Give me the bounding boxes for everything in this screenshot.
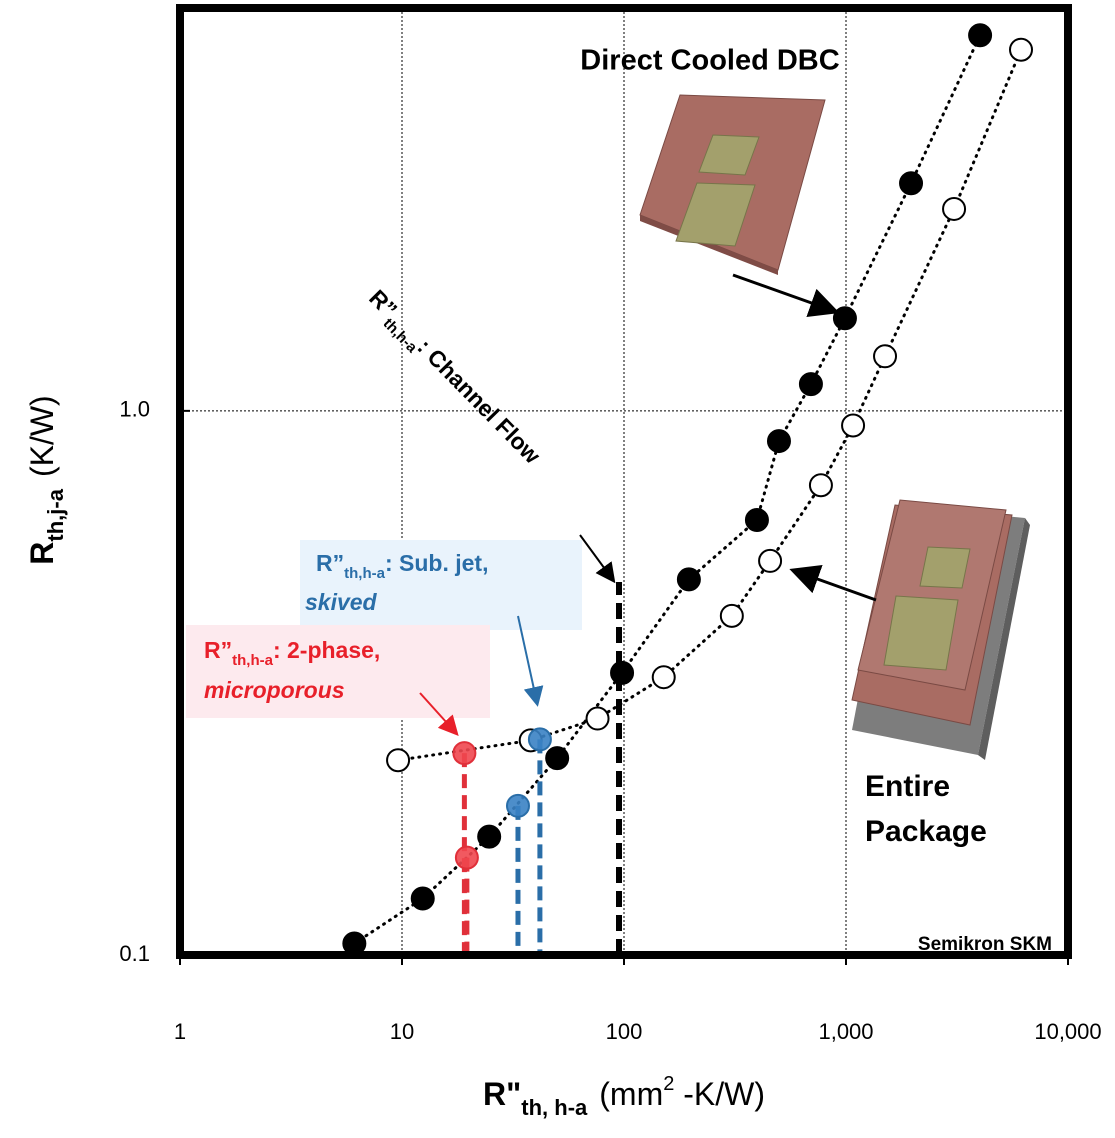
x-tick-label: 1,000 bbox=[818, 1019, 873, 1044]
point bbox=[1010, 39, 1032, 61]
twophase-text: : 2-phase, bbox=[273, 637, 380, 663]
subjet-sub: th,h-a bbox=[344, 565, 385, 582]
point bbox=[456, 847, 478, 869]
point bbox=[969, 24, 991, 46]
point bbox=[678, 568, 700, 590]
source-label: Semikron SKM bbox=[918, 934, 1052, 955]
twophase-sub: th,h-a bbox=[232, 652, 273, 669]
point bbox=[478, 826, 500, 848]
arrow bbox=[795, 571, 876, 600]
y-axis-label: Rth,j-a (K/W) bbox=[24, 395, 67, 564]
x-tick-label: 1 bbox=[174, 1019, 186, 1044]
x-axis-label: R"th, h-a (mm2 -K/W) bbox=[483, 1073, 765, 1120]
point bbox=[746, 509, 768, 531]
channel-text: : Channel Flow bbox=[412, 334, 545, 469]
point bbox=[412, 888, 434, 910]
twophase-italic: microporous bbox=[204, 677, 345, 703]
x-label-sup: 2 bbox=[663, 1073, 674, 1095]
subjet-text: : Sub. jet, bbox=[385, 550, 489, 576]
dbc-image bbox=[640, 95, 825, 275]
x-label-rest: -K/W) bbox=[674, 1076, 765, 1112]
point bbox=[721, 605, 743, 627]
arrow bbox=[580, 535, 613, 580]
package-image bbox=[852, 500, 1030, 760]
point bbox=[842, 414, 864, 436]
x-tick-label: 10,000 bbox=[1034, 1019, 1101, 1044]
grid bbox=[180, 8, 1068, 955]
chart: 1 10 100 1,000 10,000 0.1 1.0 Direct Cooled DB… bbox=[0, 0, 1115, 1138]
page: 1 10 100 1,000 10,000 0.1 1.0 Direct Cooled DB… bbox=[0, 0, 1115, 1138]
subjet-italic: skived bbox=[305, 589, 378, 615]
x-label-main: R" bbox=[483, 1076, 521, 1112]
x-label-unit: (mm bbox=[599, 1076, 663, 1112]
point bbox=[874, 345, 896, 367]
point bbox=[834, 307, 856, 329]
y-label-main: R bbox=[24, 542, 60, 565]
point bbox=[768, 430, 790, 452]
arrow bbox=[733, 275, 834, 311]
subjet-prefix: R” bbox=[316, 550, 344, 576]
x-label-sub: th, h-a bbox=[521, 1095, 588, 1120]
y-label-sub: th,j-a bbox=[43, 488, 68, 541]
point bbox=[611, 662, 633, 684]
package-label: Entire bbox=[865, 770, 950, 803]
point bbox=[387, 749, 409, 771]
channel-prefix: R” bbox=[364, 285, 402, 323]
channel-label: R”th,h-a: Channel Flow bbox=[360, 285, 546, 473]
point bbox=[900, 172, 922, 194]
point bbox=[810, 474, 832, 496]
y-label-unit: (K/W) bbox=[24, 395, 60, 477]
x-tick-label: 100 bbox=[606, 1019, 643, 1044]
point bbox=[507, 795, 529, 817]
point bbox=[653, 666, 675, 688]
point bbox=[943, 198, 965, 220]
point bbox=[800, 373, 822, 395]
twophase-prefix: R” bbox=[204, 637, 232, 663]
point bbox=[453, 742, 475, 764]
y-tick-label: 0.1 bbox=[119, 941, 150, 966]
x-tick-label: 10 bbox=[390, 1019, 414, 1044]
package-label: Package bbox=[865, 815, 987, 848]
point bbox=[587, 708, 609, 730]
point bbox=[759, 550, 781, 572]
point bbox=[546, 747, 568, 769]
point bbox=[529, 728, 551, 750]
y-tick-label: 1.0 bbox=[119, 397, 150, 422]
dbc-label: Direct Cooled DBC bbox=[580, 45, 839, 77]
